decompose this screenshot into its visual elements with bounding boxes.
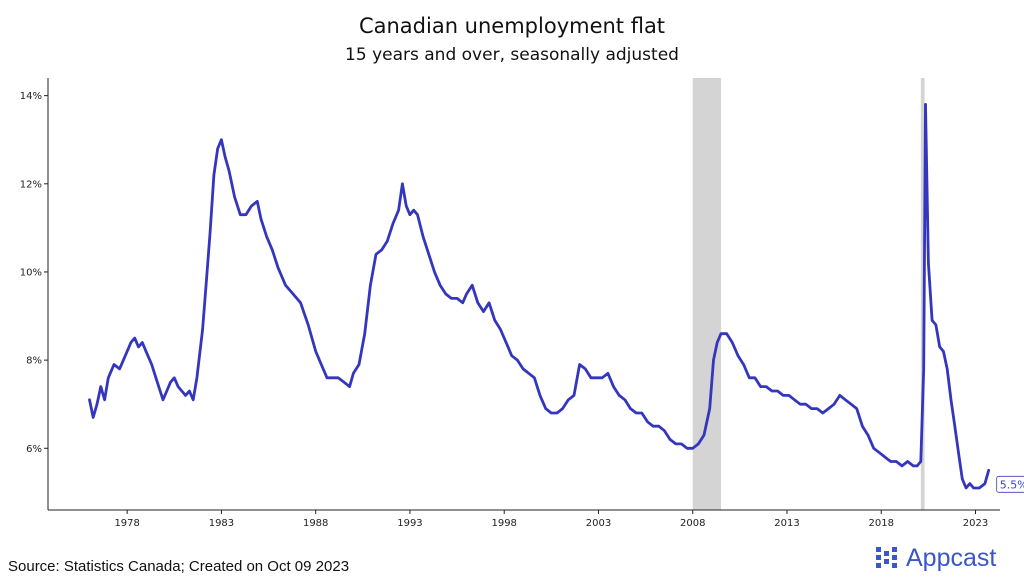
y-tick-label: 10% <box>20 267 42 278</box>
x-tick-label: 1993 <box>397 518 422 529</box>
line-chart: 6% 8% 10% 12% 14% 1978 1983 1988 1993 1998 2003 20… <box>20 78 1024 529</box>
x-axis-ticks: 1978 1983 1988 1993 1998 2003 2008 2013 2018 2023 <box>114 510 988 529</box>
appcast-logo-text: Appcast <box>906 543 997 572</box>
x-tick-label: 2018 <box>869 518 894 529</box>
x-tick-label: 1983 <box>209 518 234 529</box>
x-tick-label: 2008 <box>680 518 705 529</box>
y-axis-ticks: 6% 8% 10% 12% 14% <box>20 91 48 455</box>
appcast-logo-icon <box>876 547 897 568</box>
x-tick-label: 1978 <box>114 518 139 529</box>
series-layer <box>88 103 991 490</box>
x-tick-label: 2013 <box>774 518 799 529</box>
y-tick-label: 8% <box>26 356 42 367</box>
y-tick-label: 12% <box>20 179 42 190</box>
recession-band-1 <box>920 78 925 510</box>
series-line-0 <box>88 103 991 490</box>
recession-bands <box>692 78 925 510</box>
recession-band-0 <box>692 78 721 510</box>
end-label-text: 5.5% <box>1000 478 1024 491</box>
x-tick-label: 2003 <box>586 518 611 529</box>
y-tick-label: 6% <box>26 444 42 455</box>
end-label-box <box>996 475 1024 493</box>
y-tick-label: 14% <box>20 91 42 102</box>
chart-title: Canadian unemployment flat <box>358 14 666 38</box>
x-tick-label: 2023 <box>963 518 988 529</box>
chart-subtitle: 15 years and over, seasonally adjusted <box>345 45 679 65</box>
x-tick-label: 1988 <box>303 518 328 529</box>
source-note: Source: Statistics Canada; Created on Oc… <box>8 558 350 575</box>
appcast-logo: Appcast <box>876 543 997 572</box>
x-tick-label: 1998 <box>491 518 516 529</box>
end-value-label: 5.5% <box>996 475 1024 493</box>
